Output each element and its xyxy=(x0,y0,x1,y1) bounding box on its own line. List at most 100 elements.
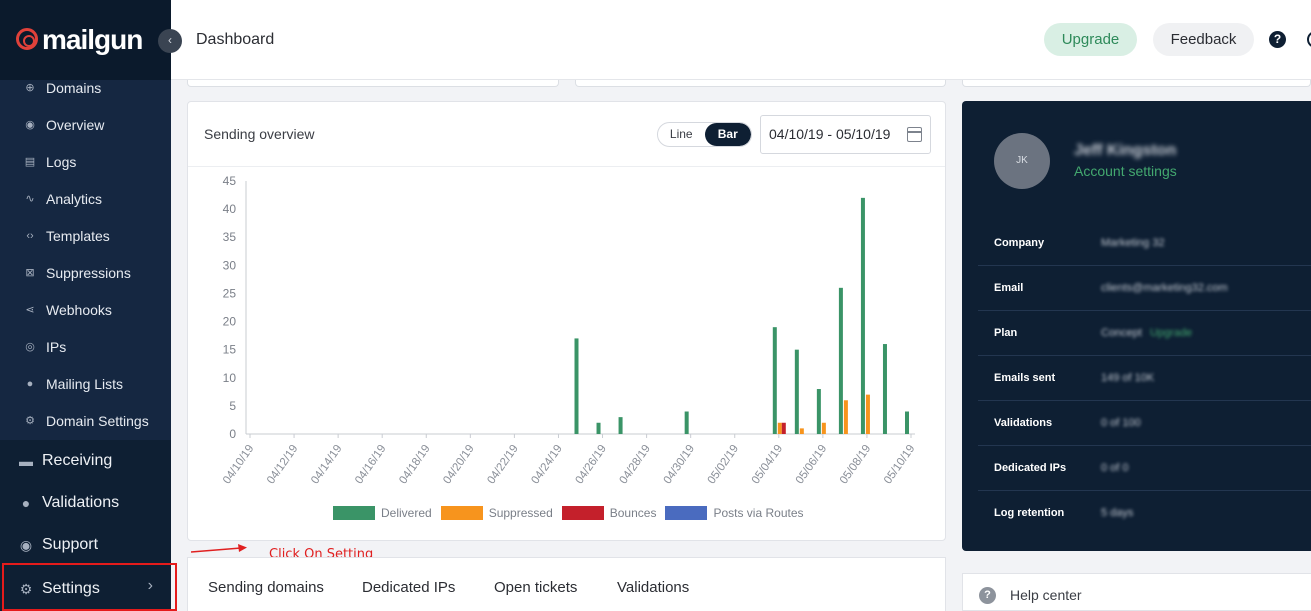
row-value: Marketing 32 xyxy=(1101,237,1165,249)
sidebar-item-support[interactable]: ◉ Support xyxy=(18,533,98,557)
row-value: 0 of 0 xyxy=(1101,462,1129,474)
x-tick-label: 05/10/19 xyxy=(882,443,918,487)
top-header: Dashboard Upgrade Feedback ? xyxy=(171,0,1311,80)
sidebar-item-domains[interactable]: ⊕ Domains xyxy=(24,78,101,98)
y-tick-label: 15 xyxy=(223,343,237,357)
y-tick-label: 40 xyxy=(223,202,237,216)
account-name: Jeff Kingston xyxy=(1074,142,1177,159)
row-label: Dedicated IPs xyxy=(994,462,1067,474)
legend-item-delivered[interactable]: Delivered xyxy=(333,506,432,520)
row-label: Plan xyxy=(994,327,1018,339)
sidebar-item-overview[interactable]: ◉ Overview xyxy=(24,115,104,135)
x-tick-label: 04/28/19 xyxy=(618,443,654,487)
sidebar-item-webhooks[interactable]: ⋖ Webhooks xyxy=(24,300,112,320)
calendar-icon[interactable] xyxy=(907,127,922,142)
tab-open-tickets[interactable]: Open tickets xyxy=(494,579,578,596)
sidebar-item-logs[interactable]: ▤ Logs xyxy=(24,152,77,172)
account-settings-link[interactable]: Account settings xyxy=(1074,163,1177,179)
card-stub xyxy=(962,80,1311,87)
sidebar-item-label: IPs xyxy=(46,339,67,355)
sidebar-item-label: Domain Settings xyxy=(46,413,149,429)
row-label: Log retention xyxy=(994,507,1065,519)
help-center-card[interactable]: ? Help center xyxy=(962,573,1311,611)
y-tick-label: 10 xyxy=(223,371,237,385)
line-option[interactable]: Line xyxy=(669,127,693,141)
x-tick-label: 04/12/19 xyxy=(265,443,301,487)
legend-item-suppressed[interactable]: Suppressed xyxy=(440,506,553,520)
chart-legend: Delivered Suppressed Bounces Posts via R… xyxy=(333,506,813,520)
y-tick-label: 35 xyxy=(223,230,237,244)
sidebar-item-label: Analytics xyxy=(46,191,103,207)
sidebar-item-mailing-lists[interactable]: ● Mailing Lists xyxy=(24,374,123,394)
user-check-icon: ● xyxy=(21,495,31,511)
bar-delivered xyxy=(596,422,601,434)
row-label: Company xyxy=(994,237,1045,249)
mailgun-logo[interactable]: mailgun xyxy=(0,0,171,80)
bar-delivered xyxy=(772,327,777,434)
account-row-validations: Validations 0 of 100 xyxy=(978,401,1311,446)
sending-overview-card: Sending overview Line Bar 04/10/19 - 05/… xyxy=(187,101,946,541)
sidebar-item-ips[interactable]: ◎ IPs xyxy=(24,337,66,357)
legend-item-bounces[interactable]: Bounces xyxy=(561,506,656,520)
chevron-right-icon: › xyxy=(147,577,153,594)
y-tick-label: 30 xyxy=(223,258,237,272)
bar-delivered xyxy=(574,338,579,434)
help-center-label: Help center xyxy=(1010,587,1082,603)
account-row-log-retention: Log retention 5 days xyxy=(978,491,1311,536)
account-row-plan: Plan Concept Upgrade xyxy=(978,311,1311,356)
legend-label: Suppressed xyxy=(488,506,553,520)
collapse-sidebar-button[interactable]: ‹ xyxy=(158,29,182,53)
bar-delivered xyxy=(860,197,865,434)
sidebar-item-analytics[interactable]: ∿ Analytics xyxy=(24,189,102,209)
row-label: Validations xyxy=(994,417,1053,429)
sidebar-item-receiving[interactable]: ▬ Receiving xyxy=(18,449,112,473)
bar-delivered xyxy=(816,389,821,434)
tab-validations[interactable]: Validations xyxy=(617,579,690,596)
y-tick-label: 25 xyxy=(223,286,237,300)
sidebar-item-templates[interactable]: ‹› Templates xyxy=(24,226,109,246)
bar-delivered xyxy=(882,344,887,434)
row-value: 149 of 10K xyxy=(1101,372,1155,384)
sidebar-item-settings[interactable]: ⚙ Settings xyxy=(18,577,100,601)
bar-option[interactable]: Bar xyxy=(704,123,751,146)
bottom-tabs-card: Sending domains Dedicated IPs Open ticke… xyxy=(187,557,946,611)
feedback-button[interactable]: Feedback xyxy=(1153,23,1254,56)
sidebar-item-label: Receiving xyxy=(42,452,113,469)
sending-bar-chart: 0 5 10 15 20 25 30 35 40 45 04/10/19 04/12/19 04/14/… xyxy=(221,174,918,487)
code-icon: ‹› xyxy=(26,230,34,242)
help-icon: ◉ xyxy=(19,536,33,553)
legend-swatch xyxy=(333,506,375,520)
sidebar-item-label: Logs xyxy=(46,154,77,170)
sidebar-item-domain-settings[interactable]: ⚙ Domain Settings xyxy=(24,411,149,431)
upgrade-button[interactable]: Upgrade xyxy=(1044,23,1137,56)
card-stub xyxy=(187,80,559,87)
account-card: JK Jeff Kingston Account settings Compan… xyxy=(962,101,1311,551)
row-label: Emails sent xyxy=(994,372,1056,384)
sidebar-item-validations[interactable]: ● Validations xyxy=(18,491,119,515)
bar-suppressed xyxy=(865,394,870,434)
bar-suppressed xyxy=(799,428,804,434)
row-label: Email xyxy=(994,282,1024,294)
sidebar-item-label: Overview xyxy=(46,117,105,133)
help-icon[interactable]: ? xyxy=(1269,31,1286,48)
bar-delivered xyxy=(905,411,909,434)
user-menu-icon[interactable] xyxy=(1307,31,1311,48)
row-value: clients@marketing32.com xyxy=(1101,282,1228,294)
legend-swatch xyxy=(561,506,604,520)
date-range-picker[interactable]: 04/10/19 - 05/10/19 xyxy=(760,115,931,154)
question-icon: ? xyxy=(979,587,996,604)
plan-upgrade-link[interactable]: Upgrade xyxy=(1149,327,1193,339)
date-range-value: 04/10/19 - 05/10/19 xyxy=(769,126,891,142)
tab-sending-domains[interactable]: Sending domains xyxy=(208,579,324,596)
settings-highlight-box: › xyxy=(2,563,177,611)
x-tick-label: 04/24/19 xyxy=(529,443,565,487)
block-icon: ⊠ xyxy=(25,267,35,279)
x-tick-label: 05/02/19 xyxy=(706,443,742,487)
sidebar-item-suppressions[interactable]: ⊠ Suppressions xyxy=(24,263,130,283)
x-tick-label: 04/30/19 xyxy=(662,443,698,487)
bar-delivered xyxy=(618,417,623,434)
tab-dedicated-ips[interactable]: Dedicated IPs xyxy=(362,579,456,596)
location-icon: ◎ xyxy=(25,341,35,353)
sidebar-item-label: Domains xyxy=(46,80,102,96)
legend-item-posts-via-routes[interactable]: Posts via Routes xyxy=(665,506,804,520)
